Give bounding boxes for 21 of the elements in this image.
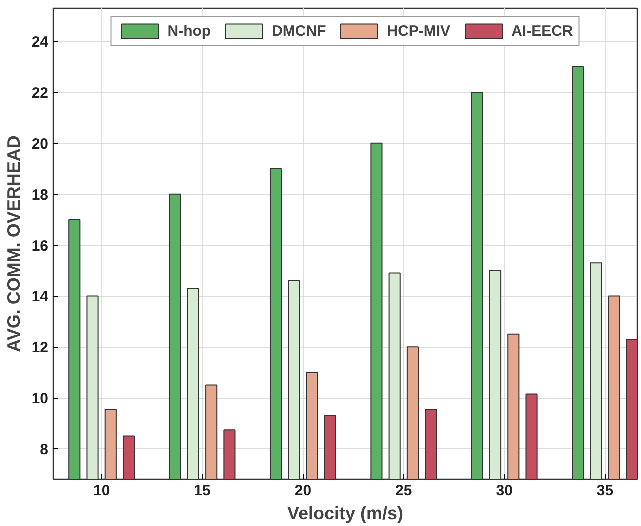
- legend-label: AI-EECR: [512, 22, 574, 40]
- x-tick-label: 30: [496, 482, 513, 500]
- legend-label: DMCNF: [272, 22, 326, 40]
- y-tick-label: 10: [32, 390, 49, 408]
- x-tick-label: 35: [596, 482, 614, 500]
- y-tick-label: 12: [32, 340, 49, 357]
- x-tick-label: 10: [93, 482, 110, 500]
- y-tick-label: 22: [32, 85, 49, 102]
- x-axis-title: Velocity (m/s): [287, 504, 404, 524]
- legend-label: N-hop: [168, 22, 212, 40]
- y-tick-label: 16: [32, 238, 49, 255]
- y-tick-label: 8: [40, 441, 48, 458]
- x-tick-label: 15: [194, 482, 211, 500]
- y-axis-title: AVG. COMM. OVERHEAD: [4, 136, 24, 352]
- x-tick-label: 25: [396, 482, 412, 500]
- y-tick-label: 18: [32, 186, 49, 204]
- x-tick-label: 20: [294, 482, 312, 500]
- y-tick-label: 24: [32, 34, 50, 52]
- legend-label: HCP-MIV: [387, 22, 451, 40]
- y-tick-label: 14: [32, 288, 50, 306]
- y-tick-label: 20: [32, 136, 49, 153]
